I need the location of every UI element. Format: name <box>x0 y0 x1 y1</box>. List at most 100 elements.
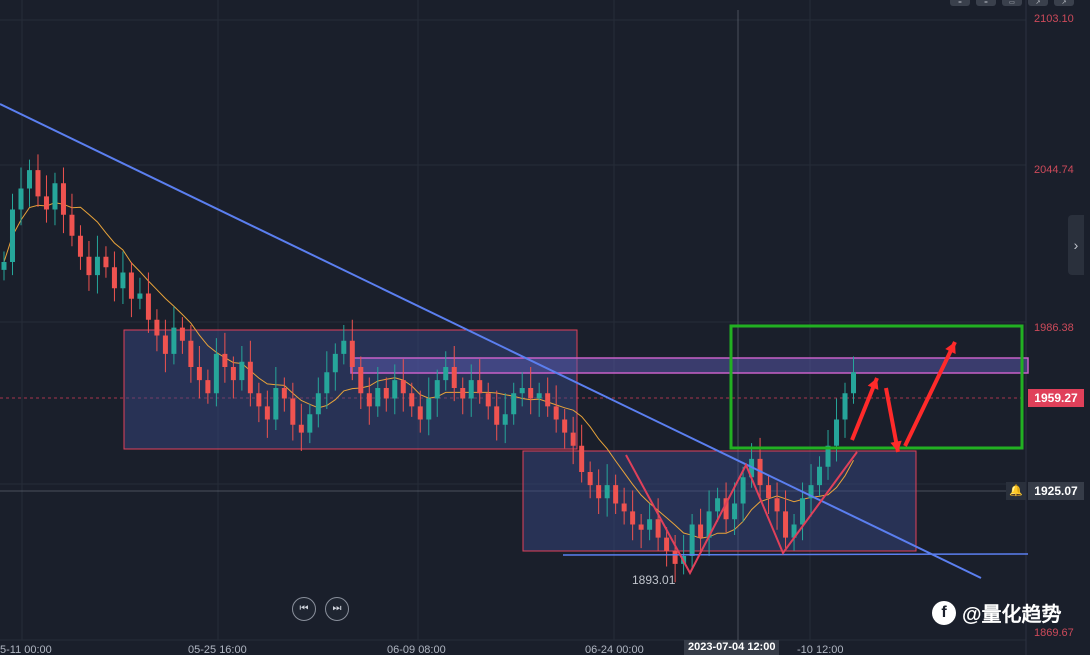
range-boxes <box>123 329 1029 552</box>
candle-body <box>196 367 202 381</box>
x-tick-label: 05-25 16:00 <box>188 644 247 655</box>
candle-body <box>715 498 721 512</box>
candle-body <box>375 388 381 407</box>
candles-group <box>1 154 857 583</box>
candle-body <box>519 388 525 394</box>
toolbar-button[interactable]: = <box>976 0 996 6</box>
scroll-right-button[interactable]: ⏭ <box>325 597 349 621</box>
candle-body <box>417 406 423 420</box>
x-axis: 5-11 00:00 05-25 16:00 06-09 08:00 06-24 00… <box>0 644 843 655</box>
candle-body <box>111 267 117 289</box>
candle-body <box>528 388 534 399</box>
candle-body <box>672 550 678 564</box>
candle-body <box>366 393 372 407</box>
candle-body <box>392 380 398 399</box>
candle-body <box>621 503 627 512</box>
descending-trendline <box>0 103 982 579</box>
candle-body <box>545 393 551 407</box>
candle-body <box>791 524 797 538</box>
crosshair-price-tag: 1925.07 <box>1028 482 1084 500</box>
candle-body <box>358 367 364 394</box>
candle-body <box>579 445 585 472</box>
candle-body <box>485 393 491 407</box>
candle-body <box>35 170 41 197</box>
candle-body <box>443 367 449 381</box>
candle-body <box>52 183 58 210</box>
forecast-arrow <box>884 387 900 453</box>
scroll-left-button[interactable]: ⏮ <box>292 597 316 621</box>
candle-body <box>120 272 126 289</box>
expand-panel-handle[interactable]: › <box>1068 215 1084 275</box>
candle-body <box>494 406 500 425</box>
candle-body <box>1 262 7 270</box>
candle-body <box>664 537 670 551</box>
candle-body <box>154 319 160 336</box>
support-line <box>562 553 1029 556</box>
y-tick-label: 1986.38 <box>1034 322 1074 334</box>
candle-body <box>468 380 474 399</box>
candle-body <box>273 388 279 420</box>
candle-body <box>77 235 83 257</box>
candle-body <box>188 340 194 367</box>
candle-body <box>570 432 576 446</box>
toolbar-button[interactable]: ↗ <box>1028 0 1048 6</box>
candle-body <box>451 367 457 388</box>
candle-body <box>774 498 780 512</box>
candle-body <box>43 196 49 210</box>
candle-body <box>477 380 483 394</box>
candle-body <box>281 388 287 399</box>
candle-body <box>842 393 848 420</box>
candle-body <box>630 511 636 525</box>
candle-body <box>264 406 270 420</box>
y-tick-label: 2044.74 <box>1034 164 1074 176</box>
current-price-tag: 1959.27 <box>1028 389 1084 407</box>
candle-body <box>18 188 24 210</box>
candle-body <box>205 380 211 394</box>
candle-body <box>553 406 559 420</box>
candle-body <box>834 419 840 446</box>
candle-body <box>562 419 568 433</box>
candle-body <box>69 214 75 236</box>
candle-body <box>222 353 228 367</box>
candle-body <box>230 367 236 381</box>
candle-body <box>298 424 304 433</box>
facebook-icon: f <box>932 600 956 625</box>
candle-body <box>647 519 653 530</box>
x-tick-label: 06-09 08:00 <box>387 644 446 655</box>
candle-body <box>239 361 245 381</box>
candle-body <box>86 256 92 276</box>
candle-body <box>9 209 15 262</box>
y-axis: 2103.10 2044.74 1986.38 1869.67 <box>1034 13 1074 639</box>
candle-body <box>638 524 644 530</box>
candle-body <box>213 353 219 394</box>
candle-body <box>341 340 347 354</box>
candle-body <box>103 256 109 268</box>
crosshair-time-label: 2023-07-04 12:00 <box>684 640 780 655</box>
low-price-annotation: 1893.01 <box>632 573 676 587</box>
candle-body <box>706 511 712 538</box>
candle-body <box>307 414 313 433</box>
alert-bell-icon[interactable]: 🔔 <box>1006 482 1026 500</box>
candle-body <box>817 466 823 486</box>
watermark: f @量化趋势 <box>932 598 1062 627</box>
candle-body <box>502 414 508 425</box>
toolbar-button[interactable]: = <box>950 0 970 6</box>
candle-body <box>460 388 466 399</box>
candle-body <box>171 327 177 354</box>
watermark-text: @量化趋势 <box>962 604 1062 626</box>
candle-body <box>732 503 738 520</box>
candle-body <box>247 361 253 394</box>
candle-body <box>766 485 772 499</box>
forecast-arrow <box>903 341 957 447</box>
forecast-arrowhead <box>945 342 956 354</box>
candle-body <box>800 498 806 525</box>
candle-body <box>613 485 619 504</box>
candle-body <box>689 524 695 556</box>
candle-body <box>128 272 134 299</box>
candle-body <box>256 393 262 407</box>
candle-body <box>26 170 32 189</box>
toolbar-button[interactable]: ↗ <box>1054 0 1074 6</box>
candle-body <box>511 393 517 415</box>
toolbar-button[interactable]: ▭ <box>1002 0 1022 6</box>
